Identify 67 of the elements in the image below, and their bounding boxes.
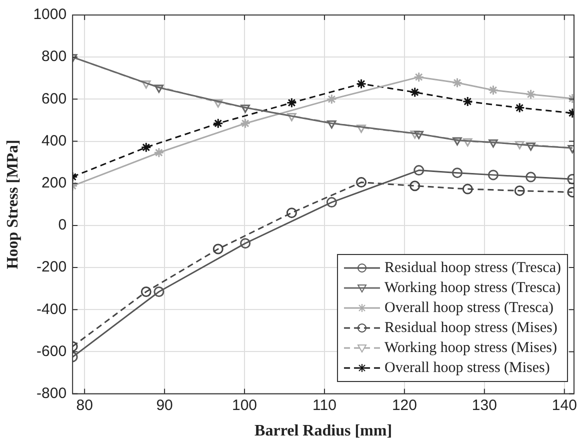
point bbox=[240, 118, 251, 129]
legend-label: Working hoop stress (Tresca) bbox=[384, 278, 561, 298]
legend-label: Residual hoop stress (Mises) bbox=[384, 318, 558, 338]
point bbox=[514, 141, 524, 150]
point bbox=[514, 185, 525, 196]
point bbox=[462, 96, 473, 107]
point bbox=[410, 86, 420, 98]
y-tick-label: 0 bbox=[58, 216, 67, 234]
x-axis-title: Barrel Radius [mm] bbox=[254, 422, 392, 440]
point bbox=[141, 80, 151, 89]
x-tick-label: 130 bbox=[472, 396, 497, 414]
point bbox=[526, 142, 536, 151]
point bbox=[452, 137, 462, 146]
point bbox=[154, 84, 164, 93]
point bbox=[326, 197, 337, 208]
point bbox=[526, 172, 536, 182]
point bbox=[452, 168, 462, 178]
x-tick-label: 100 bbox=[232, 396, 258, 414]
y-tick-label: 400 bbox=[42, 132, 67, 150]
point bbox=[356, 177, 367, 188]
y-tick-label: 600 bbox=[42, 90, 67, 108]
point bbox=[326, 94, 337, 104]
x-tick-label: 80 bbox=[76, 396, 93, 414]
y-tick-label: 200 bbox=[42, 174, 67, 192]
point bbox=[488, 139, 498, 148]
legend-label: Overall hoop stress (Tresca) bbox=[384, 298, 554, 318]
point bbox=[154, 147, 164, 158]
point bbox=[526, 89, 536, 100]
point bbox=[488, 170, 498, 180]
point bbox=[140, 142, 152, 153]
x-tick-label: 140 bbox=[552, 396, 577, 414]
point bbox=[213, 99, 223, 108]
y-tick-label: -400 bbox=[36, 300, 67, 318]
point bbox=[462, 184, 473, 194]
legend-label: Overall hoop stress (Mises) bbox=[384, 358, 550, 378]
point bbox=[212, 244, 224, 254]
point bbox=[410, 130, 420, 139]
x-tick-label: 110 bbox=[312, 396, 336, 414]
point bbox=[452, 78, 462, 88]
point bbox=[488, 84, 498, 96]
y-tick-label: -800 bbox=[36, 384, 67, 402]
y-axis-title: Hoop Stress [MPa] bbox=[4, 140, 22, 270]
point bbox=[212, 118, 224, 129]
point bbox=[140, 286, 152, 297]
point bbox=[356, 78, 367, 90]
point bbox=[414, 165, 424, 176]
point bbox=[462, 138, 472, 147]
point bbox=[410, 180, 420, 192]
point bbox=[154, 286, 164, 297]
x-tick-label: 90 bbox=[156, 396, 173, 414]
point bbox=[240, 238, 251, 249]
y-tick-label: -200 bbox=[36, 258, 67, 276]
point bbox=[240, 104, 250, 113]
point bbox=[414, 130, 424, 140]
y-tick-label: 800 bbox=[42, 48, 67, 66]
legend-label: Working hoop stress (Mises) bbox=[384, 338, 558, 358]
point bbox=[286, 98, 297, 108]
y-tick-label: -600 bbox=[36, 342, 67, 360]
point bbox=[356, 124, 366, 133]
point bbox=[514, 102, 525, 114]
point bbox=[327, 120, 336, 129]
point bbox=[286, 208, 297, 218]
y-tick-label: 1000 bbox=[33, 6, 67, 24]
x-tick-label: 120 bbox=[392, 396, 417, 414]
point bbox=[287, 113, 296, 122]
point bbox=[414, 72, 424, 82]
legend-label: Residual hoop stress (Tresca) bbox=[384, 258, 561, 278]
